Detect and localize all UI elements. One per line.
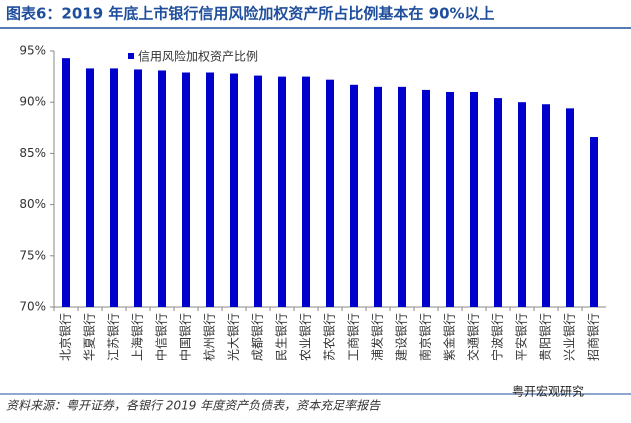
bar <box>494 98 502 307</box>
bar <box>422 89 430 307</box>
bar <box>62 58 70 307</box>
x-tick-label: 中信银行 <box>154 313 169 361</box>
bar <box>158 70 166 308</box>
bar <box>278 76 286 307</box>
x-tick-label: 光大银行 <box>227 313 241 361</box>
y-tick-label: 95% <box>19 44 46 58</box>
bar <box>398 86 406 307</box>
bar <box>134 69 142 307</box>
bar <box>374 86 382 307</box>
bar <box>518 102 526 307</box>
x-tick-label: 工商银行 <box>346 313 361 361</box>
bar <box>446 91 454 308</box>
x-tick-label: 农业银行 <box>299 313 313 361</box>
bar <box>590 137 598 307</box>
bar <box>230 73 238 307</box>
bar <box>302 76 310 307</box>
bar <box>470 91 478 308</box>
x-tick-label: 成都银行 <box>251 313 265 361</box>
y-tick-label: 70% <box>19 300 46 314</box>
x-tick-label: 南京银行 <box>418 313 433 361</box>
bar <box>350 84 358 308</box>
x-tick-label: 江苏银行 <box>107 313 121 361</box>
legend-swatch <box>128 53 134 59</box>
y-tick-label: 80% <box>19 197 46 211</box>
bar <box>206 72 214 307</box>
x-tick-label: 华夏银行 <box>83 313 97 361</box>
bar <box>86 68 94 308</box>
x-tick-label: 杭州银行 <box>202 313 217 361</box>
y-tick-label: 90% <box>19 95 46 109</box>
watermark: 粤开宏观研究 <box>512 384 584 399</box>
x-tick-label: 上海银行 <box>130 313 145 361</box>
x-tick-label: 宁波银行 <box>490 313 505 361</box>
x-tick-label: 民生银行 <box>275 313 289 361</box>
x-tick-label: 浦发银行 <box>370 313 385 361</box>
x-tick-label: 紫金银行 <box>442 313 457 361</box>
y-tick-label: 85% <box>19 146 46 160</box>
chart-title: 图表6：2019 年底上市银行信用风险加权资产所占比例基本在 90%以上 <box>6 5 495 23</box>
bar <box>566 108 574 308</box>
source-note: 资料来源：粤开证券，各银行 2019 年度资产负债表，资本充足率报告 <box>6 399 381 413</box>
x-tick-label: 交通银行 <box>466 313 481 361</box>
y-tick-label: 75% <box>19 248 46 262</box>
x-tick-label: 招商银行 <box>586 313 601 361</box>
x-tick-label: 中国银行 <box>178 313 193 361</box>
bar <box>326 79 334 307</box>
x-tick-label: 贵阳银行 <box>539 313 553 361</box>
x-tick-label: 建设银行 <box>395 313 409 361</box>
bar <box>182 72 190 307</box>
x-tick-label: 苏农银行 <box>323 313 337 361</box>
legend-label: 信用风险加权资产比例 <box>138 49 258 64</box>
bar <box>542 104 550 307</box>
bar <box>254 75 262 308</box>
x-tick-label: 平安银行 <box>514 313 529 361</box>
x-tick-label: 北京银行 <box>59 313 73 361</box>
bar <box>110 68 118 308</box>
x-tick-label: 兴业银行 <box>563 313 577 361</box>
